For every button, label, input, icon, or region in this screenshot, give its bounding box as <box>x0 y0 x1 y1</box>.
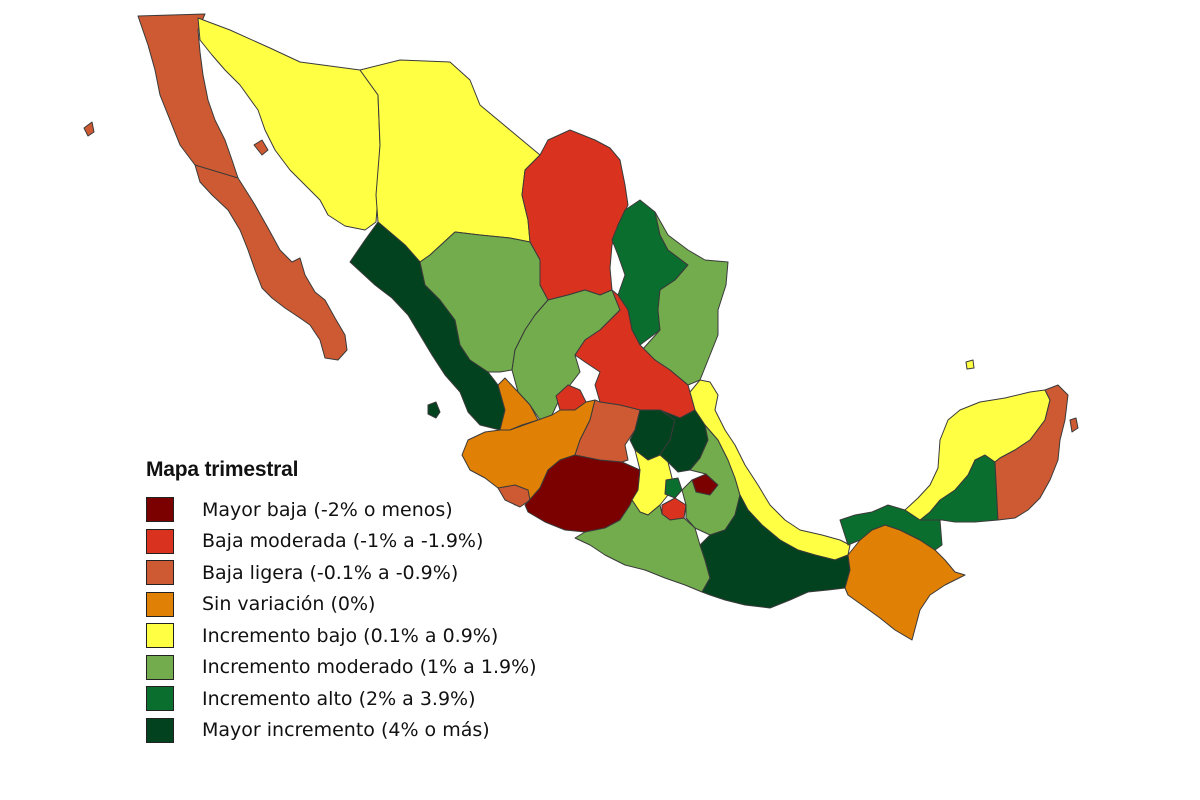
legend-label: Incremento alto (2% a 3.9%) <box>202 687 476 710</box>
legend-label: Mayor incremento (4% o más) <box>202 719 490 742</box>
legend-label: Mayor baja (-2% o menos) <box>202 498 453 521</box>
region-tabasco <box>839 504 943 551</box>
island-islas-marias <box>427 401 441 419</box>
region-guanajuato <box>574 399 641 463</box>
legend-swatch <box>146 686 174 712</box>
legend-swatch <box>146 560 174 586</box>
map-legend: Mapa trimestral Mayor baja (-2% o menos)… <box>146 458 537 746</box>
legend-label: Incremento moderado (1% a 1.9%) <box>202 656 537 679</box>
legend-label: Sin variación (0%) <box>202 593 376 616</box>
legend-items: Mayor baja (-2% o menos) Baja moderada (-… <box>146 494 537 746</box>
legend-swatch <box>146 654 174 680</box>
region-guerrero <box>574 499 711 593</box>
legend-label: Baja ligera (-0.1% a -0.9%) <box>202 561 459 584</box>
legend-swatch <box>146 528 174 554</box>
island-guadalupe <box>83 121 95 137</box>
legend-item: Baja moderada (-1% a -1.9%) <box>146 526 537 558</box>
legend-item: Incremento moderado (1% a 1.9%) <box>146 652 537 684</box>
region-zacatecas <box>511 289 621 421</box>
region-quintana-roo <box>994 384 1069 521</box>
legend-item: Sin variación (0%) <box>146 589 537 621</box>
region-baja-california-sur <box>194 164 348 361</box>
legend-title: Mapa trimestral <box>146 458 299 481</box>
legend-swatch <box>146 591 174 617</box>
island-alacranes <box>965 359 975 370</box>
legend-swatch <box>146 623 174 649</box>
legend-label: Baja moderada (-1% a -1.9%) <box>202 530 484 553</box>
legend-item: Baja ligera (-0.1% a -0.9%) <box>146 557 537 589</box>
legend-item: Incremento alto (2% a 3.9%) <box>146 683 537 715</box>
region-sonora <box>197 17 381 231</box>
legend-item: Incremento bajo (0.1% a 0.9%) <box>146 620 537 652</box>
legend-item: Mayor baja (-2% o menos) <box>146 494 537 526</box>
island-cozumel <box>1069 417 1079 433</box>
region-chiapas <box>844 524 966 641</box>
island-angel-de-la-guarda <box>253 139 269 156</box>
legend-label: Incremento bajo (0.1% a 0.9%) <box>202 624 499 647</box>
legend-swatch <box>146 717 174 743</box>
region-ciudad-de-mexico <box>664 477 683 499</box>
legend-swatch <box>146 497 174 523</box>
legend-item: Mayor incremento (4% o más) <box>146 715 537 747</box>
